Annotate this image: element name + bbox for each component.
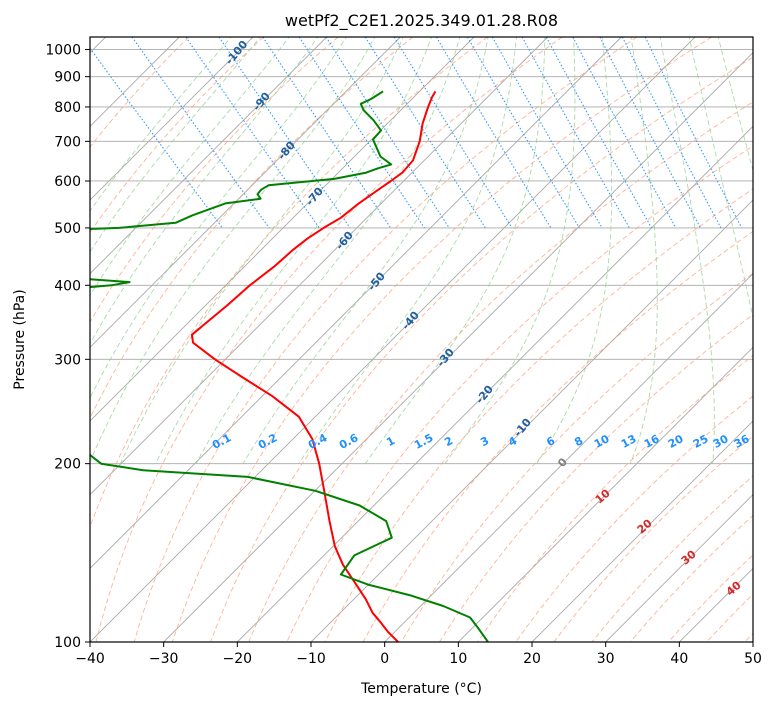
moist-adiabat-line xyxy=(242,37,489,464)
dry-adiabat-line xyxy=(95,37,563,642)
mixing-ratio-line xyxy=(131,37,270,229)
isotherm-line xyxy=(163,52,753,642)
mixing-ratio-line xyxy=(621,37,722,229)
x-tick-label: 10 xyxy=(449,651,467,667)
mixing-ratio-line xyxy=(521,37,630,229)
y-tick-label: 700 xyxy=(54,134,81,150)
isotherm-line xyxy=(90,37,327,275)
mixing-ratio-label: 30 xyxy=(711,432,731,451)
y-axis-label: Pressure (hPa) xyxy=(12,289,28,389)
x-tick-label: 0 xyxy=(380,651,389,667)
x-axis-label: Temperature (°C) xyxy=(360,681,482,697)
background-lines xyxy=(90,37,753,642)
mixing-ratio-label: 13 xyxy=(619,432,639,451)
mixing-ratio-line xyxy=(599,37,701,229)
chart-title: wetPf2_C2E1.2025.349.01.28.R08 xyxy=(285,11,558,31)
y-tick-label: 600 xyxy=(54,174,81,190)
isotherm-line xyxy=(90,37,254,201)
y-tick-label: 300 xyxy=(54,352,81,368)
isotherm-line xyxy=(384,273,753,642)
x-tick-label: 20 xyxy=(523,651,541,667)
mixing-ratio-line xyxy=(298,37,425,229)
moist-adiabat-line xyxy=(659,37,715,464)
y-tick-label: 200 xyxy=(54,457,81,473)
dry-adiabat-line xyxy=(90,37,339,323)
isotherm-line xyxy=(90,37,401,348)
moist-adiabat-line xyxy=(90,37,319,345)
moist-adiabat-line xyxy=(120,37,404,464)
dry-adiabat-line xyxy=(553,435,753,642)
mixing-ratio-label: 25 xyxy=(691,432,711,451)
moist-adiabat-line xyxy=(90,37,232,212)
mixing-ratio-line xyxy=(644,37,743,229)
mixing-ratio-line xyxy=(325,37,450,229)
dry-adiabat-line xyxy=(591,475,753,642)
dry-adiabat-line xyxy=(400,272,753,642)
moist-adiabat-line xyxy=(298,37,517,464)
x-tick-label: −20 xyxy=(223,651,253,667)
isotherm-line xyxy=(531,420,753,642)
dry-adiabat-line xyxy=(90,37,488,529)
y-tick-label: 1000 xyxy=(45,43,81,59)
moist-adiabat-line xyxy=(630,37,658,464)
isotherm-line xyxy=(90,37,548,496)
dry-adiabat-line xyxy=(171,37,712,642)
plot-area xyxy=(90,37,753,642)
moist-adiabat-line xyxy=(365,37,546,464)
plot-frame xyxy=(89,36,754,643)
dewpoint-profile-line xyxy=(90,90,489,642)
y-tick-label: 400 xyxy=(54,278,81,294)
y-tick-label: 900 xyxy=(54,70,81,86)
x-tick-label: 50 xyxy=(744,651,762,667)
moist-adiabat-line xyxy=(195,37,461,464)
x-tick-label: 30 xyxy=(597,651,615,667)
dry-adiabat-line xyxy=(362,230,753,642)
dry-adiabat-line xyxy=(248,101,753,642)
moist-adiabat-line xyxy=(536,37,613,464)
mixing-ratio-line xyxy=(393,37,513,229)
x-tick-label: 40 xyxy=(670,651,688,667)
dry-adiabat-line xyxy=(90,37,190,148)
mixing-ratio-line xyxy=(90,47,223,229)
y-tick-label: 100 xyxy=(54,635,81,651)
moist-adiabat-line xyxy=(155,37,432,464)
mixing-ratio-line xyxy=(364,37,486,229)
y-tick-label: 800 xyxy=(54,100,81,116)
mixing-ratio-label: 36 xyxy=(732,432,752,451)
dry-adiabat-line xyxy=(477,354,753,642)
mixing-ratio-line xyxy=(545,37,653,229)
x-tick-label: −10 xyxy=(296,651,326,667)
isotherm-line xyxy=(90,37,696,642)
mixing-ratio-line xyxy=(185,37,320,229)
moist-adiabat-line xyxy=(90,37,376,463)
dry-adiabat-line xyxy=(439,314,753,642)
mixing-ratio-line xyxy=(218,37,351,229)
dry-adiabat-line xyxy=(210,56,753,642)
mixing-ratio-label: 10 xyxy=(592,432,612,451)
dry-adiabat-line xyxy=(90,37,414,420)
mixing-ratio-line xyxy=(491,37,603,229)
x-tick-label: −30 xyxy=(149,651,179,667)
mixing-ratio-line xyxy=(572,37,677,229)
mixing-ratio-label: 20 xyxy=(666,432,686,451)
isotherm-line xyxy=(458,346,753,642)
moist-adiabat-line xyxy=(688,37,753,320)
isotherm-line xyxy=(237,125,753,642)
axes: −40 −30 −20 −10 0 10 20 30 40 50 1000 900 800 700 600 5… xyxy=(45,43,762,667)
moist-adiabat-line xyxy=(90,37,261,253)
isotherm-line xyxy=(605,494,753,642)
y-tick-label: 500 xyxy=(54,221,81,237)
isotherm-line xyxy=(90,37,622,569)
dry-adiabat-line xyxy=(286,145,753,642)
x-tick-label: −40 xyxy=(75,651,105,667)
data-lines xyxy=(90,90,489,642)
dry-adiabat-line xyxy=(133,37,638,642)
mixing-ratio-label: 16 xyxy=(642,432,662,451)
moist-adiabat-line xyxy=(90,37,347,400)
